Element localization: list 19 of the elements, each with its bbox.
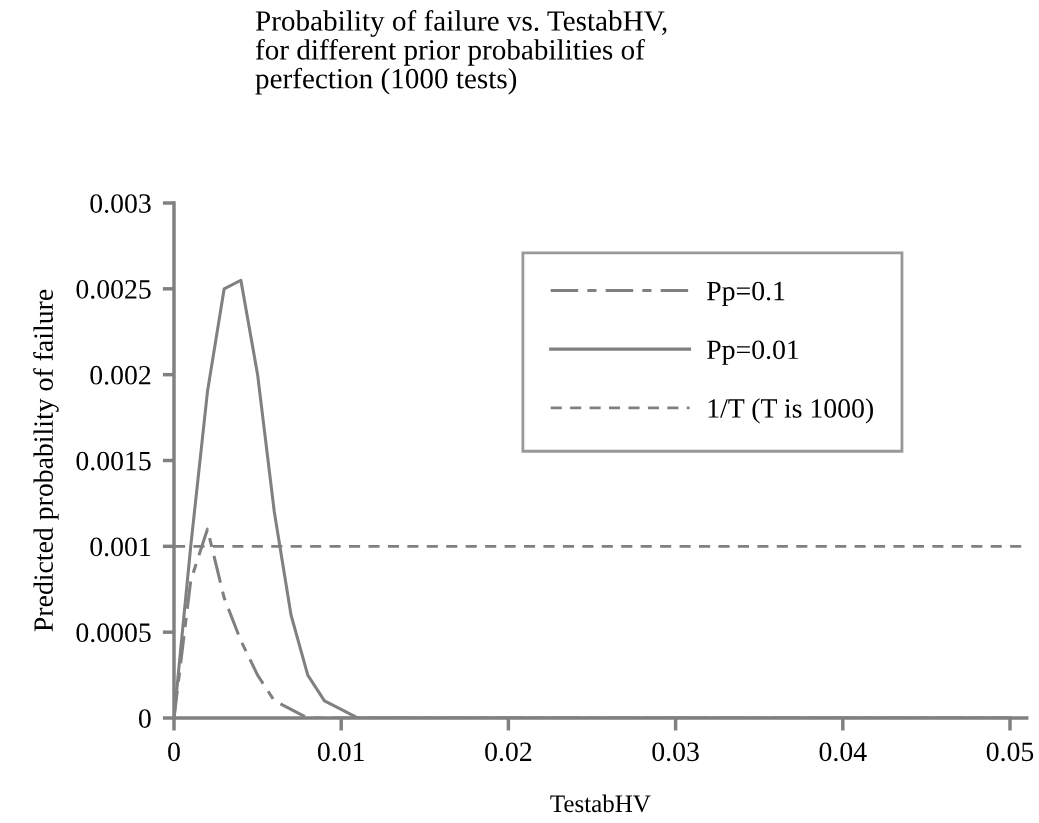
x-tick-label: 0.05 xyxy=(986,742,1034,762)
chart-title: Probability of failure vs. TestabHV, for different prior probabilities of perfection (1000 tests) xyxy=(255,10,667,95)
y-tick-label: 0.001 xyxy=(90,537,151,557)
y-axis-title: Predicted probability of failure xyxy=(33,289,59,632)
legend-label: Pp=0.1 xyxy=(707,281,785,307)
legend-label: Pp=0.01 xyxy=(707,340,799,365)
y-tick-label: 0 xyxy=(138,709,151,728)
legend-label: 1/T (T is 1000) xyxy=(708,398,873,424)
x-tick-label: 0.04 xyxy=(819,742,867,762)
y-tick-label: 0.002 xyxy=(90,365,151,385)
y-tick-label: 0.0015 xyxy=(76,451,151,471)
x-tick-label: 0.03 xyxy=(652,742,699,762)
x-tick-label: 0.01 xyxy=(317,742,364,762)
x-axis-title: TestabHV xyxy=(550,794,651,813)
y-tick-label: 0.0025 xyxy=(76,280,151,299)
y-tick-label: 0.003 xyxy=(90,194,151,214)
x-tick-label: 0 xyxy=(168,742,180,762)
y-tick-label: 0.0005 xyxy=(76,623,151,643)
x-tick-label: 0.02 xyxy=(485,742,532,762)
